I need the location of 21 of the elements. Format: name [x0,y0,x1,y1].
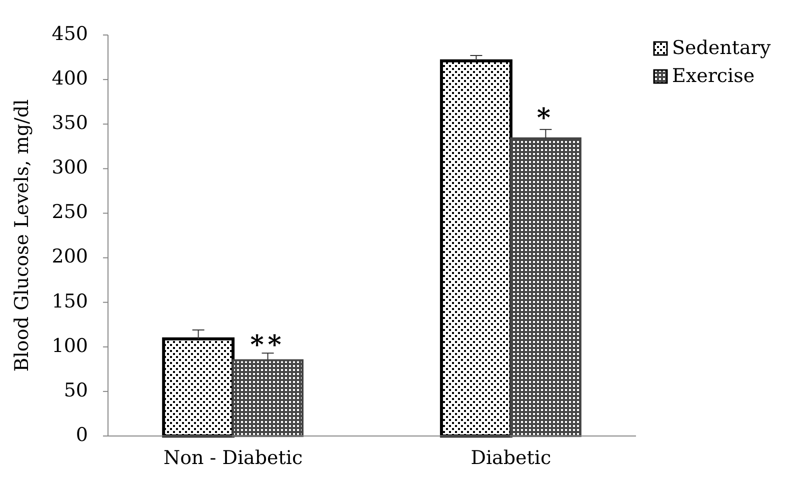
y-tick-label: 150 [52,290,88,312]
y-tick-label: 250 [52,201,88,224]
bar [510,137,582,437]
legend-label: Exercise [672,64,755,87]
bar [162,337,235,438]
y-tick-label: 400 [52,67,88,90]
bar [440,59,512,438]
y-tick-label: 450 [52,22,88,45]
annotation: * [536,103,554,134]
annotation: ** [250,330,286,361]
y-tick-label: 350 [52,112,88,134]
y-axis-title: Blood Glucose Levels, mg/dl [11,99,33,372]
y-tick-label: 100 [52,334,88,357]
y-tick-label: 200 [52,246,88,268]
y-tick-label: 300 [52,156,88,179]
x-tick-label: Diabetic [470,447,552,469]
legend-label: Sedentary [672,36,771,59]
y-tick-label: 0 [76,424,88,446]
x-tick-label: Non - Diabetic [163,447,303,469]
y-tick-label: 50 [64,379,88,402]
bar [232,359,304,437]
